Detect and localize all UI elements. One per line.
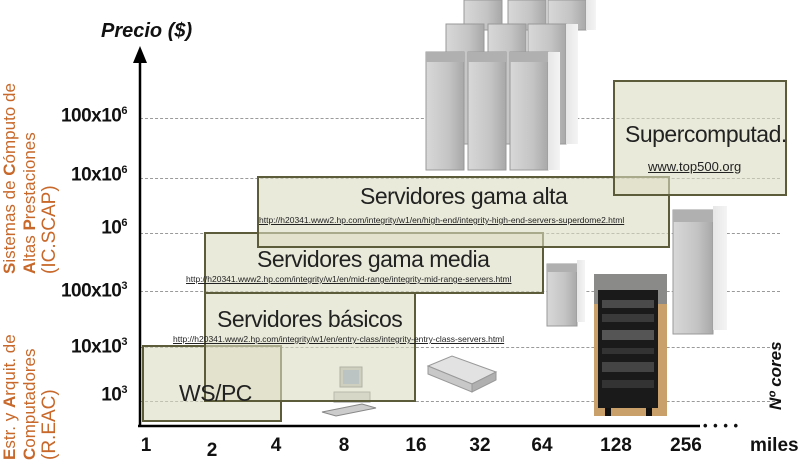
x-tick-4: 4 — [270, 435, 282, 456]
x-tick-256: 256 — [670, 435, 702, 456]
side-label-segment: omputadores — [20, 348, 39, 448]
gridline-10e3 — [140, 347, 780, 348]
x-tick-1: 1 — [140, 435, 152, 456]
side-label-r-eac-line2: Computadores — [20, 334, 40, 460]
side-label-segment: S — [0, 262, 19, 274]
side-label-ic-scap-line1: Sistemas de Cómputo de — [0, 83, 20, 274]
supercomputadores-url[interactable]: www.top500.org — [648, 159, 742, 174]
mid-range-server-icon — [546, 260, 585, 327]
side-label-segment: istemas de — [0, 175, 19, 263]
side-label-segment: rquit. de — [0, 334, 19, 396]
x-axis-title: Nº cores — [766, 341, 785, 410]
x-axis-continuation-dots: • • • • — [703, 418, 740, 433]
y-tick-1e3: 103 — [101, 384, 127, 406]
supercomputadores-title: Supercomputad. — [625, 121, 787, 147]
servidores-gama-media-url[interactable]: http://h20341.www2.hp.com/integrity/w1/e… — [186, 274, 512, 284]
y-tick-10e3: 10x103 — [71, 336, 127, 358]
y-tick-100e3: 100x103 — [60, 280, 128, 302]
x-tick-2: 2 — [206, 440, 218, 461]
y-tick-10e6: 10x106 — [71, 164, 127, 186]
side-label-ic-scap: Sistemas de Cómputo de Altas Prestacione… — [0, 83, 60, 274]
side-label-segment: str. y — [0, 408, 19, 449]
x-tick-128: 128 — [600, 435, 632, 456]
high-end-server-icon — [672, 206, 727, 335]
servidores-basicos-url[interactable]: http://h20341.www2.hp.com/integrity/w1/e… — [173, 334, 505, 344]
gridline-1e3 — [140, 401, 780, 402]
servidores-gama-alta-box — [257, 176, 670, 248]
supercomputadores-box — [613, 80, 787, 196]
rack-server-photo-icon — [594, 274, 667, 416]
side-label-r-eac: Estr. y Arquit. de Computadores (R.EAC) — [0, 334, 60, 460]
side-label-r-eac-line1: Estr. y Arquit. de — [0, 334, 20, 460]
x-tick-32: 32 — [469, 435, 491, 456]
servidores-gama-media-title: Servidores gama media — [257, 246, 490, 272]
side-label-segment: C — [0, 163, 19, 176]
side-label-ic-scap-line3: (IC.SCAP) — [39, 185, 60, 274]
x-tick-16: 16 — [405, 435, 427, 456]
supercomputer-cluster-icon — [425, 0, 596, 171]
side-label-ic-scap-line2: Altas Prestaciones — [20, 83, 40, 274]
side-label-segment: A — [0, 395, 19, 409]
x-tick-8: 8 — [338, 435, 350, 456]
side-label-segment: P — [20, 219, 39, 231]
servidores-gama-alta-url[interactable]: http://h20341.www2.hp.com/integrity/w1/e… — [259, 215, 625, 225]
side-label-segment: ltas — [20, 230, 39, 262]
y-tick-1e6: 106 — [101, 217, 127, 239]
side-label-segment: restaciones — [20, 132, 39, 220]
y-axis-title: Precio ($) — [101, 20, 193, 42]
side-label-segment: ómputo de — [0, 83, 19, 164]
entry-server-icon — [426, 355, 498, 393]
x-tick-64: 64 — [531, 435, 553, 456]
x-axis-end-label: miles — [750, 435, 799, 456]
y-tick-100e6: 100x106 — [60, 105, 128, 127]
servidores-gama-alta-title: Servidores gama alta — [360, 183, 568, 209]
servidores-basicos-title: Servidores básicos — [217, 306, 403, 332]
side-label-r-eac-line3: (R.EAC) — [39, 389, 60, 460]
side-label-segment: C — [20, 447, 39, 460]
ws-pc-title: WS/PC — [179, 380, 252, 406]
side-label-segment: E — [0, 448, 19, 460]
side-label-segment: A — [20, 261, 39, 274]
servidores-basicos-box — [204, 292, 416, 402]
